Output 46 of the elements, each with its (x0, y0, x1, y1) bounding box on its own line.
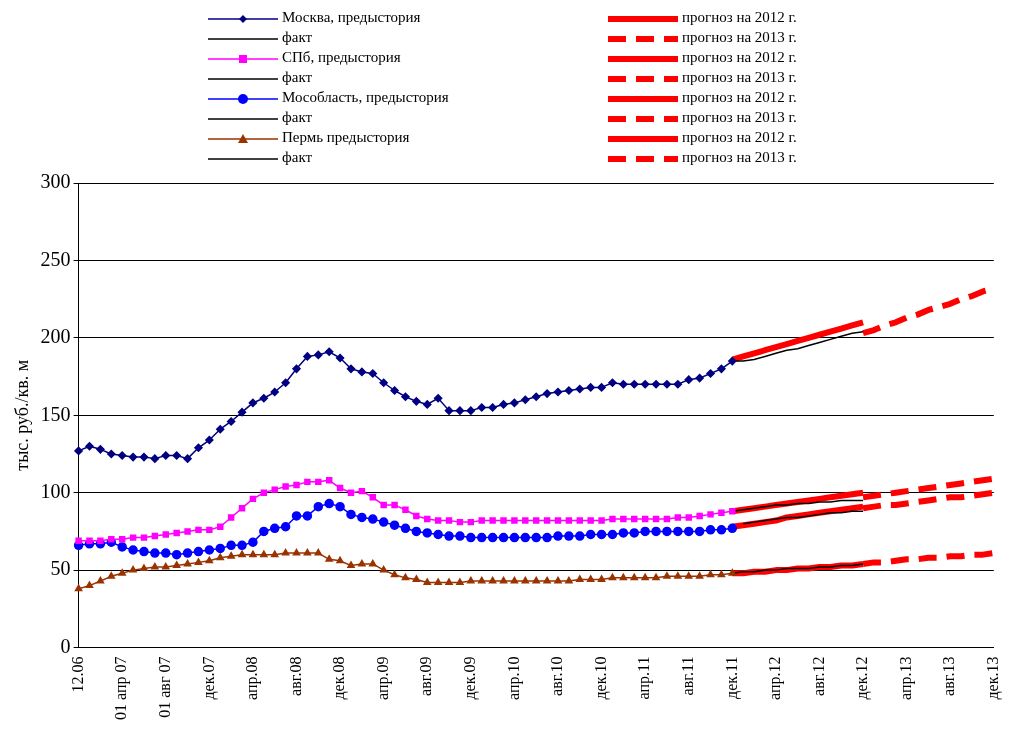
x-tick-label: авг.10 (548, 656, 566, 696)
x-tick-label: авг.11 (678, 656, 696, 696)
x-tick-label: авг.12 (809, 656, 827, 696)
legend-label: прогноз на 2012 г. (682, 89, 797, 105)
legend-label: факт (282, 149, 313, 165)
x-tick-label: дек.10 (591, 656, 610, 700)
legend-label: прогноз на 2012 г. (682, 129, 797, 145)
x-tick-label: дек.12 (853, 656, 872, 700)
legend-label: Пермь предыстория (282, 129, 410, 145)
legend-label: прогноз на 2013 г. (682, 29, 797, 45)
x-tick-label: апр.10 (504, 656, 523, 700)
y-tick-label: 300 (40, 170, 71, 193)
y-tick-label: 150 (40, 402, 71, 425)
x-tick-label: авг.08 (286, 656, 304, 696)
x-tick-label: авг.09 (417, 656, 435, 696)
x-tick-label: апр.12 (766, 656, 785, 700)
x-tick-label: 12.06 (68, 656, 86, 693)
x-tick-label: апр.08 (243, 656, 262, 700)
legend-label: Москва, предыстория (282, 9, 421, 25)
legend-label: Мособласть, предыстория (282, 89, 449, 105)
legend-label: прогноз на 2013 г. (682, 109, 797, 125)
x-tick-label: дек.11 (722, 656, 741, 699)
x-tick-label: апр.09 (373, 656, 392, 700)
x-tick-label: апр.11 (635, 656, 654, 700)
y-tick-label: 200 (40, 325, 71, 348)
x-tick-label: 01 апр 07 (112, 656, 131, 720)
y-axis-title: тыс. руб./кв. м (11, 359, 32, 471)
x-tick-label: дек.09 (461, 656, 480, 700)
legend-label: прогноз на 2013 г. (682, 69, 797, 85)
x-tick-label: 01 авг 07 (155, 656, 173, 718)
y-tick-label: 50 (50, 557, 71, 580)
legend-label: прогноз на 2012 г. (682, 49, 797, 65)
legend-label: СПб, предыстория (282, 49, 401, 65)
x-tick-label: дек.07 (199, 656, 218, 700)
y-tick-label: 250 (40, 247, 71, 270)
legend-label: факт (282, 109, 313, 125)
x-tick-label: дек.13 (984, 656, 1002, 700)
legend-label: факт (282, 69, 313, 85)
x-tick-label: дек.08 (330, 656, 349, 700)
legend-label: прогноз на 2012 г. (682, 9, 797, 25)
x-tick-label: апр.13 (896, 656, 915, 700)
y-tick-label: 100 (40, 479, 71, 502)
x-tick-label: авг.13 (940, 656, 958, 696)
legend-label: факт (282, 29, 313, 45)
y-tick-label: 0 (60, 634, 71, 657)
legend-label: прогноз на 2013 г. (682, 149, 797, 165)
